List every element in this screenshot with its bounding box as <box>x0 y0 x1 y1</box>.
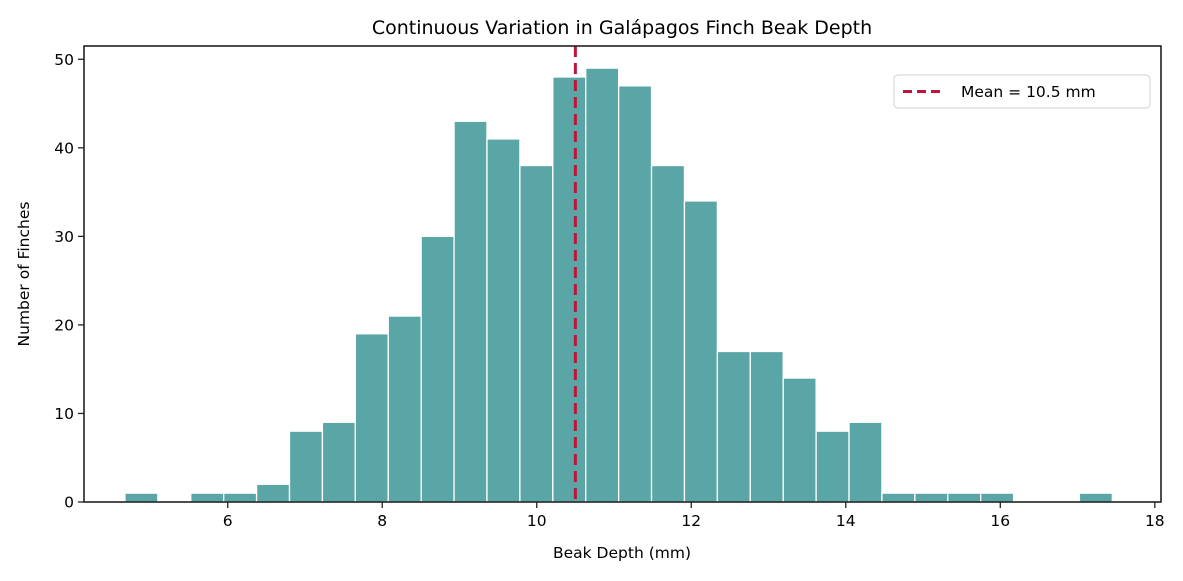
y-axis-label: Number of Finches <box>15 202 33 347</box>
histogram-bar <box>782 377 817 503</box>
y-tick-label: 30 <box>54 228 74 246</box>
histogram-bar <box>321 421 356 503</box>
histogram-bar <box>914 492 949 503</box>
y-tick-label: 0 <box>64 494 74 512</box>
y-tick-label: 20 <box>54 316 74 334</box>
legend-box <box>893 74 1151 109</box>
histogram-bar <box>354 333 389 503</box>
y-tick-label: 50 <box>54 51 74 69</box>
histogram-bar <box>683 200 719 503</box>
histogram-bar <box>223 492 258 503</box>
histogram-bar <box>815 430 850 503</box>
x-tick-label: 8 <box>377 512 387 530</box>
histogram-bar <box>848 421 883 503</box>
x-axis: 6 8 10 12 14 16 18 <box>223 502 1165 530</box>
y-tick-label: 40 <box>54 139 74 157</box>
legend: Mean = 10.5 mm <box>893 74 1151 109</box>
plot-frame <box>83 45 1162 503</box>
chart-title: Continuous Variation in Galápagos Finch … <box>372 17 872 39</box>
x-tick-label: 16 <box>990 512 1010 530</box>
histogram-bar <box>190 492 225 503</box>
histogram-bar <box>947 492 982 503</box>
histogram-bar <box>617 85 653 503</box>
histogram-bar <box>486 138 521 503</box>
x-axis-label: Beak Depth (mm) <box>553 544 691 562</box>
histogram-bar <box>552 76 587 503</box>
histogram-bar <box>124 492 159 503</box>
histogram-bar <box>1078 492 1113 503</box>
x-tick-label: 12 <box>681 512 701 530</box>
histogram-bar <box>288 430 324 503</box>
x-tick-label: 14 <box>836 512 856 530</box>
legend-label: Mean = 10.5 mm <box>961 83 1096 101</box>
histogram-bar <box>387 315 422 503</box>
histogram-bar <box>716 350 751 503</box>
histogram-bar <box>420 235 455 503</box>
histogram-bar <box>881 492 916 503</box>
histogram-bar <box>585 67 620 503</box>
histogram-bar <box>749 350 784 503</box>
histogram-bar <box>650 164 686 503</box>
histogram-bar <box>453 120 488 503</box>
histogram-bar <box>980 492 1015 503</box>
y-tick-label: 10 <box>54 405 74 423</box>
x-tick-label: 10 <box>527 512 547 530</box>
histogram-bars <box>124 67 1113 503</box>
x-tick-label: 18 <box>1145 512 1165 530</box>
histogram-bar <box>255 483 291 503</box>
x-tick-label: 6 <box>223 512 233 530</box>
histogram-bar <box>519 164 554 503</box>
y-axis: 0 10 20 30 40 50 <box>54 51 84 512</box>
